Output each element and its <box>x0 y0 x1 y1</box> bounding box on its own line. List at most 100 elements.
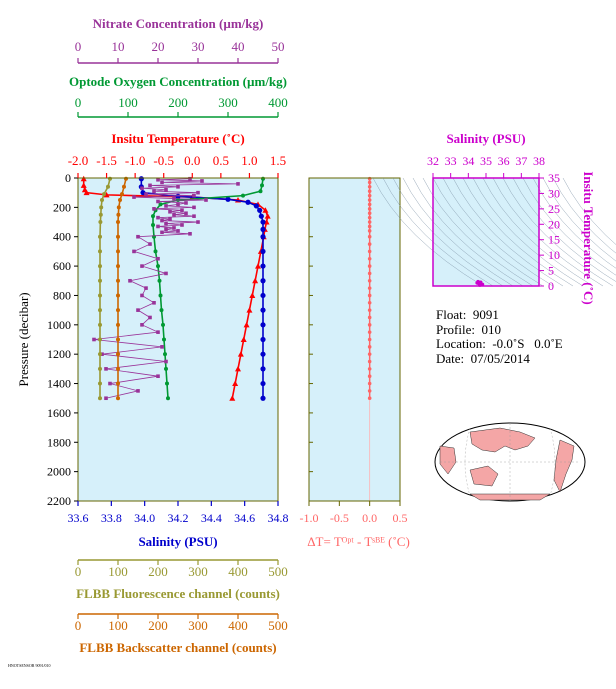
temperature-point <box>237 351 244 357</box>
deltat-point <box>367 337 372 342</box>
date: Date: 07/05/2014 <box>436 350 530 366</box>
nitrate-point <box>172 196 176 201</box>
oxygen-point <box>151 214 155 219</box>
nitrate-point <box>152 189 156 194</box>
deltat-point <box>367 229 372 233</box>
temperature-point <box>240 336 247 342</box>
continent-americas <box>553 439 575 493</box>
backscatter-tick-label: 400 <box>228 618 248 633</box>
oxygen-point <box>164 366 168 371</box>
fluorescence-tick-label: 0 <box>75 564 82 579</box>
deltat-point <box>367 242 372 246</box>
salinity-point <box>225 196 231 202</box>
deltat-point <box>367 286 372 290</box>
deltat-point <box>367 249 372 254</box>
oxygen-point <box>163 352 167 357</box>
deltat-axes: -1.0 -0.5 0.0 0.5 ΔT= Tᴼᵖᵗ - Tˢᴮᴱ (˚C) <box>300 177 410 549</box>
nitrate-point <box>196 190 200 195</box>
ts-ytick-label: 20 <box>548 217 560 231</box>
ts-ytick-label: 25 <box>548 202 560 216</box>
deltat-point <box>367 211 372 216</box>
backscatter-axis-title: FLBB Backscatter channel (counts) <box>79 640 276 655</box>
deltat-point <box>367 323 372 327</box>
salinity-point <box>260 263 266 269</box>
nitrate-point <box>184 211 188 216</box>
backscatter-point <box>116 220 120 225</box>
backscatter-tick-label: 500 <box>268 618 288 633</box>
oxygen-point <box>152 234 156 239</box>
backscatter-point <box>116 322 120 327</box>
temperature-tick-label: 0.5 <box>213 153 229 168</box>
deltat-point <box>367 264 372 268</box>
nitrate-tick-label: 10 <box>112 39 125 54</box>
deltat-point <box>367 367 372 371</box>
backscatter-point <box>116 212 121 217</box>
deltat-tick-label: -0.5 <box>330 511 349 525</box>
temperature-point <box>103 191 110 198</box>
nitrate-point <box>168 209 172 214</box>
pressure-tick-label: 1000 <box>47 318 71 332</box>
temperature-point <box>255 263 261 269</box>
pressure-tick-label: 400 <box>53 230 71 244</box>
salinity-point <box>260 380 266 387</box>
oxygen-tick-label: 0 <box>75 95 82 110</box>
oxygen-point <box>159 308 164 313</box>
fluorescence-point <box>98 264 102 269</box>
temperature-point <box>80 182 87 188</box>
ts-ytick-label: 35 <box>548 171 560 185</box>
deltat-point <box>367 293 372 298</box>
fluorescence-point <box>99 205 104 210</box>
ts-xtick-label: 37 <box>515 154 527 168</box>
fluorescence-point <box>98 212 103 217</box>
ts-point <box>476 279 480 284</box>
nitrate-point <box>164 359 168 364</box>
deltat-point <box>367 224 372 229</box>
nitrate-point <box>172 212 176 217</box>
deltat-point <box>367 359 372 364</box>
ts-xtick-label: 35 <box>480 154 492 168</box>
salinity-tick-label: 34.4 <box>201 511 222 525</box>
density-contour <box>552 177 616 254</box>
backscatter-point <box>124 176 128 181</box>
nitrate-axis-title: Nitrate Concentration (µm/kg) <box>93 16 264 31</box>
nitrate-point <box>164 221 168 226</box>
density-contour <box>492 177 604 287</box>
density-contour <box>382 177 494 287</box>
density-contour <box>522 177 616 276</box>
temperature-axis-title: Insitu Temperature (˚C) <box>111 131 244 146</box>
nitrate-point <box>168 217 172 221</box>
nitrate-tick-label: 30 <box>192 39 205 54</box>
deltat-point <box>367 215 372 220</box>
fluorescence-point <box>98 234 102 239</box>
oxygen-tick-label: 200 <box>168 95 188 110</box>
salinity-point <box>260 366 266 372</box>
nitrate-point <box>196 220 200 224</box>
fluorescence-point <box>98 381 102 386</box>
backscatter-point <box>116 264 120 269</box>
fluorescence-tick-label: 100 <box>108 564 128 579</box>
nitrate-point <box>184 201 188 205</box>
deltat-point <box>367 180 372 185</box>
nitrate-point <box>160 180 164 185</box>
deltat-point <box>367 381 372 386</box>
oxygen-point <box>241 193 245 198</box>
ts-ytick-label: 0 <box>548 279 554 293</box>
nitrate-point <box>144 192 148 196</box>
temperature-point <box>262 207 269 213</box>
salinity-point <box>260 351 266 357</box>
oxygen-point <box>158 202 163 207</box>
pressure-tick-label: 200 <box>53 200 71 214</box>
deltat-tick-label: 0.5 <box>393 511 408 525</box>
nitrate-point <box>188 176 192 181</box>
fluorescence-point <box>98 293 102 298</box>
profile-axes: 0200400600800100012001400160018002000220… <box>16 16 289 655</box>
oxygen-point <box>153 249 158 254</box>
nitrate-point <box>144 286 148 290</box>
footer-text: HNOTSENSOR 9091/010 <box>8 663 51 668</box>
oxygen-point <box>166 396 170 401</box>
temperature-tick-label: 1.5 <box>270 153 286 168</box>
nitrate-point <box>192 205 196 210</box>
ts-ytick-label: 15 <box>548 233 560 247</box>
deltat-tick-label: 0.0 <box>362 511 377 525</box>
nitrate-point <box>140 186 144 191</box>
